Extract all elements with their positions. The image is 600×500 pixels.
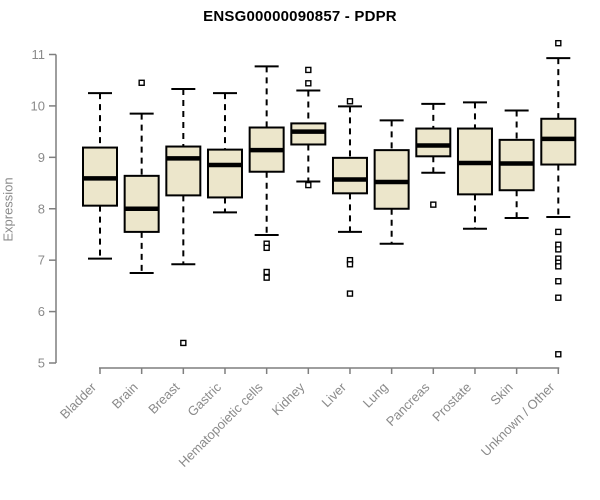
outlier-point: [555, 246, 562, 253]
iqr-box: [206, 148, 243, 199]
x-axis-tick-label: Kidney: [269, 379, 308, 418]
x-axis-tick-label: Breast: [145, 379, 182, 416]
x-axis-tick-label: Unknown / Other: [478, 379, 558, 459]
y-axis-tick-label: 10: [31, 98, 45, 113]
outlier-point: [263, 274, 270, 281]
outlier-point: [430, 201, 437, 208]
outlier-point: [180, 339, 187, 347]
outlier-point: [305, 66, 312, 74]
y-axis-tick-label: 9: [38, 150, 45, 165]
outlier-point: [346, 98, 354, 105]
outlier-point: [305, 80, 312, 87]
outlier-point: [555, 263, 562, 270]
iqr-box: [415, 127, 452, 158]
iqr-box: [331, 156, 368, 195]
x-axis-tick-label: Pancreas: [383, 379, 433, 429]
iqr-box: [290, 122, 327, 146]
y-axis-tick-label: 6: [38, 304, 45, 319]
outlier-point: [263, 244, 270, 252]
iqr-box: [123, 174, 160, 233]
x-axis-tick-label: Gastric: [184, 379, 224, 419]
y-axis-tick-label: 8: [38, 201, 45, 216]
outlier-point: [555, 294, 562, 301]
outlier-point: [138, 79, 145, 86]
outlier-point: [555, 351, 562, 358]
y-axis-tick-label: 7: [38, 253, 45, 268]
iqr-box: [540, 117, 577, 166]
iqr-box: [373, 149, 410, 210]
x-axis-tick-label: Brain: [109, 380, 141, 412]
x-axis-tick-label: Liver: [319, 379, 350, 410]
outlier-point: [305, 181, 312, 189]
outlier-point: [555, 228, 562, 236]
y-axis-tick-label: 11: [32, 47, 46, 62]
x-axis-tick-label: Prostate: [429, 380, 474, 425]
chart-title: ENSG00000090857 - PDPR: [203, 8, 397, 25]
outlier-point: [555, 39, 562, 47]
iqr-box: [165, 145, 202, 197]
x-axis-tick-label: Bladder: [57, 379, 100, 422]
x-axis-tick-label: Skin: [487, 380, 515, 408]
outlier-point: [346, 290, 354, 297]
outlier-point: [263, 268, 270, 276]
outlier-point: [346, 261, 354, 268]
outlier-point: [555, 278, 562, 285]
x-axis-tick-label: Lung: [360, 380, 391, 411]
y-axis-tick-label: 5: [38, 356, 45, 371]
